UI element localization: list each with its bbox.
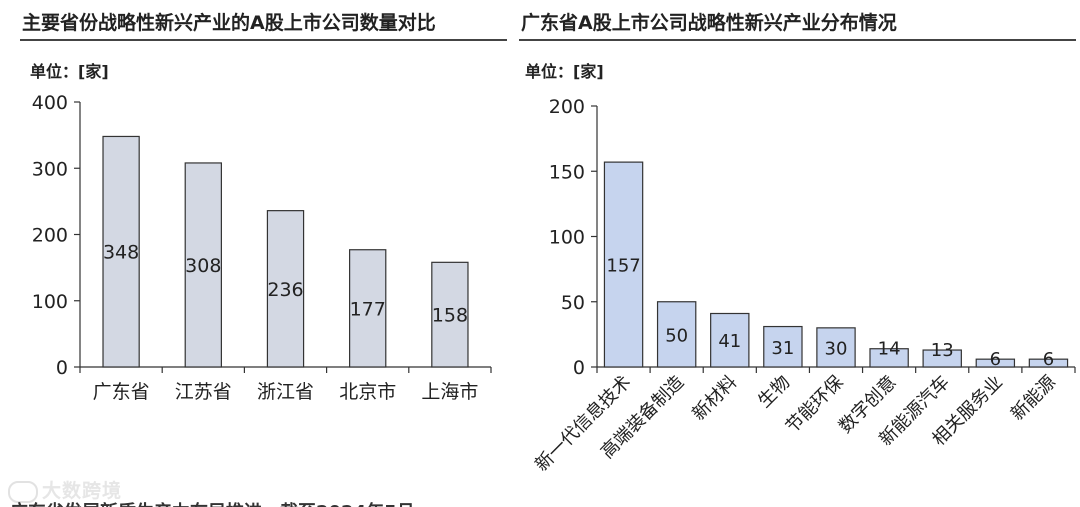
bar (102, 135, 140, 368)
bar-value-label: 31 (771, 338, 794, 359)
bar (816, 327, 856, 368)
bar (763, 325, 803, 368)
bar (431, 261, 469, 368)
y-tick-label: 150 (549, 161, 585, 183)
bar-value-label: 41 (718, 331, 741, 352)
x-category-label: 上海市 (421, 381, 478, 403)
y-tick-label: 400 (32, 92, 68, 114)
bar (184, 162, 222, 368)
y-tick-label: 0 (573, 357, 585, 379)
cut-off-caption: 广东省发展新质生产力布局推进，截至2024年5月 (10, 498, 415, 507)
bar (1028, 358, 1069, 368)
right-title-rule (519, 39, 1076, 41)
watermark: 大数跨境 (8, 476, 122, 503)
bar-value-label: 6 (990, 349, 1001, 370)
left-bar-chart: 0 100 200 300 400 348 广东省 308 江苏省 236 浙江省 177 北京市 158… (32, 92, 492, 403)
bar (710, 312, 750, 368)
bar (603, 161, 644, 368)
y-tick-label: 100 (32, 291, 68, 313)
left-title-rule (20, 39, 507, 41)
bar-value-label: 6 (1043, 349, 1054, 370)
x-category-label: 北京市 (339, 381, 396, 403)
bar (656, 301, 697, 368)
left-chart-title: 主要省份战略性新兴产业的A股上市公司数量对比 (22, 12, 436, 34)
x-category-label: 新一代信息技术 (531, 372, 635, 476)
right-chart-panel: 广东省A股上市公司战略性新兴产业分布情况 单位：[家] 0 50 100 150 200… (515, 0, 1080, 507)
y-tick-label: 50 (561, 292, 585, 314)
x-category-label: 广东省 (93, 381, 150, 403)
y-tick-label: 200 (32, 225, 68, 247)
right-bar-chart: 050100150200157新一代信息技术50高端装备制造41新材料31生物3… (531, 96, 1076, 476)
bar-value-label: 177 (350, 298, 386, 320)
bar-value-label: 14 (878, 339, 901, 360)
y-tick-label: 300 (32, 158, 68, 180)
left-chart-panel: 主要省份战略性新兴产业的A股上市公司数量对比 单位：[家] 0 100 200 300… (0, 0, 510, 507)
x-category-label: 节能环保 (782, 372, 848, 438)
bar-value-label: 348 (103, 242, 139, 264)
y-tick-label: 100 (549, 227, 585, 249)
bar (975, 358, 1016, 368)
bar-value-label: 157 (606, 256, 640, 277)
x-category-label: 新能源 (1007, 372, 1060, 425)
bar (922, 349, 962, 368)
y-tick-label: 0 (56, 357, 68, 379)
right-chart-title: 广东省A股上市公司战略性新兴产业分布情况 (521, 12, 897, 34)
bar (266, 210, 305, 368)
bar-value-label: 236 (267, 279, 303, 301)
bar-value-label: 13 (931, 340, 954, 361)
watermark-logo-icon (8, 480, 38, 503)
bar-value-label: 158 (432, 305, 468, 327)
y-tick-label: 200 (549, 96, 585, 118)
watermark-text: 大数跨境 (42, 480, 123, 502)
bar-value-label: 308 (185, 255, 221, 277)
bar (349, 249, 387, 368)
bar-value-label: 30 (825, 338, 848, 359)
right-unit-label: 单位：[家] (525, 62, 604, 81)
bar-value-label: 50 (665, 325, 688, 346)
x-category-label: 新材料 (688, 372, 741, 425)
left-unit-label: 单位：[家] (30, 62, 109, 81)
x-category-label: 江苏省 (175, 381, 232, 403)
bar (869, 348, 909, 368)
x-category-label: 浙江省 (257, 381, 314, 403)
x-category-label: 生物 (754, 372, 794, 412)
